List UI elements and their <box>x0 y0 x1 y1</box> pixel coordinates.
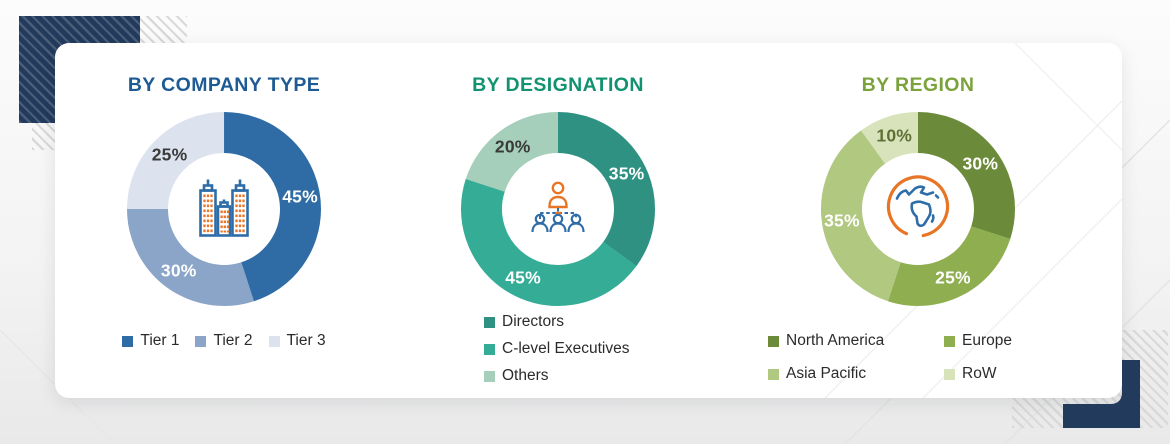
legend-label: North America <box>786 332 885 349</box>
segment-value-label-tier-1: 45% <box>282 186 318 207</box>
infographic-card: BY COMPANY TYPE <box>55 43 1122 398</box>
legend-company-type: Tier 1 Tier 2 Tier 3 <box>64 331 384 351</box>
legend-label: Others <box>502 367 549 384</box>
segment-value-label-north-america: 30% <box>962 153 999 174</box>
donut-ring <box>821 112 1016 306</box>
legend-swatch-row <box>944 368 955 380</box>
legend-item-c-level-executives: C-level Executives <box>484 339 630 359</box>
legend-designation: Directors C-level Executives Others <box>484 312 630 386</box>
legend-label: Tier 1 <box>140 332 180 349</box>
donut-designation: 35% 45% 20% <box>458 109 658 309</box>
legend-label: Directors <box>502 313 565 330</box>
legend-swatch-tier-2 <box>195 335 207 347</box>
segment-value-label-tier-3: 25% <box>151 144 188 165</box>
legend-item-others: Others <box>484 366 630 386</box>
segment-value-label-row: 10% <box>876 125 913 146</box>
legend-label: RoW <box>962 365 997 382</box>
globe-icon <box>885 174 951 245</box>
legend-swatch-north-america <box>768 335 779 347</box>
org-chart-icon <box>530 180 586 238</box>
legend-label: C-level Executives <box>502 340 630 357</box>
legend-item-tier-2: Tier 2 <box>195 331 253 351</box>
legend-item-tier-1: Tier 1 <box>122 331 179 351</box>
buildings-icon <box>195 175 253 244</box>
legend-item-directors: Directors <box>484 312 630 332</box>
segment-value-label-c-level-executives: 45% <box>505 267 541 288</box>
donut-ring <box>127 112 321 306</box>
donut-segment-tier-2 <box>127 112 321 306</box>
legend-swatch-c-level-executives <box>484 343 495 355</box>
legend-item-north-america: North America <box>768 331 944 351</box>
segment-value-label-asia-pacific: 35% <box>824 210 860 231</box>
legend-item-row: RoW <box>944 364 1012 384</box>
donut-region: 30% 25% 35% 10% <box>818 109 1018 309</box>
legend-swatch-tier-1 <box>122 335 134 347</box>
legend-item-tier-3: Tier 3 <box>268 331 326 351</box>
legend-label: Tier 2 <box>213 332 253 349</box>
donut-segment-others <box>461 111 655 306</box>
legend-swatch-directors <box>484 316 495 328</box>
segment-value-label-europe: 25% <box>935 267 971 288</box>
chart-by-designation: BY DESIGNATION <box>398 43 718 398</box>
donut-segment-row <box>821 112 1015 306</box>
legend-label: Asia Pacific <box>786 365 867 382</box>
legend-region: North America Europe Asia Pacific RoW <box>768 331 1012 384</box>
chart-by-company-type: BY COMPANY TYPE <box>64 43 384 398</box>
chart-title: BY REGION <box>861 74 975 96</box>
chart-title: BY COMPANY TYPE <box>127 74 321 96</box>
legend-swatch-others <box>484 370 495 382</box>
legend-item-europe: Europe <box>944 331 1012 351</box>
legend-swatch-tier-3 <box>268 335 280 347</box>
donut-ring <box>461 111 655 306</box>
segment-value-label-others: 20% <box>494 136 531 157</box>
chart-by-region: BY REGION 30% 25% 35% 10% North America Euro… <box>758 43 1078 398</box>
segment-value-label-tier-2: 30% <box>160 260 197 281</box>
navy-corner-block-bottom-right <box>1063 360 1140 428</box>
chart-title: BY DESIGNATION <box>472 74 644 96</box>
legend-item-asia-pacific: Asia Pacific <box>768 364 944 384</box>
donut-company-type: 45% 30% 25% <box>124 109 324 309</box>
segment-value-label-directors: 35% <box>608 163 645 184</box>
legend-label: Tier 3 <box>286 332 326 349</box>
donut-segment-tier-3 <box>127 112 321 306</box>
donut-segment-c-level-executives <box>461 112 655 306</box>
donut-segment-europe <box>821 112 1015 306</box>
legend-swatch-europe <box>944 335 955 347</box>
legend-label: Europe <box>962 332 1012 349</box>
legend-swatch-asia-pacific <box>768 368 779 380</box>
